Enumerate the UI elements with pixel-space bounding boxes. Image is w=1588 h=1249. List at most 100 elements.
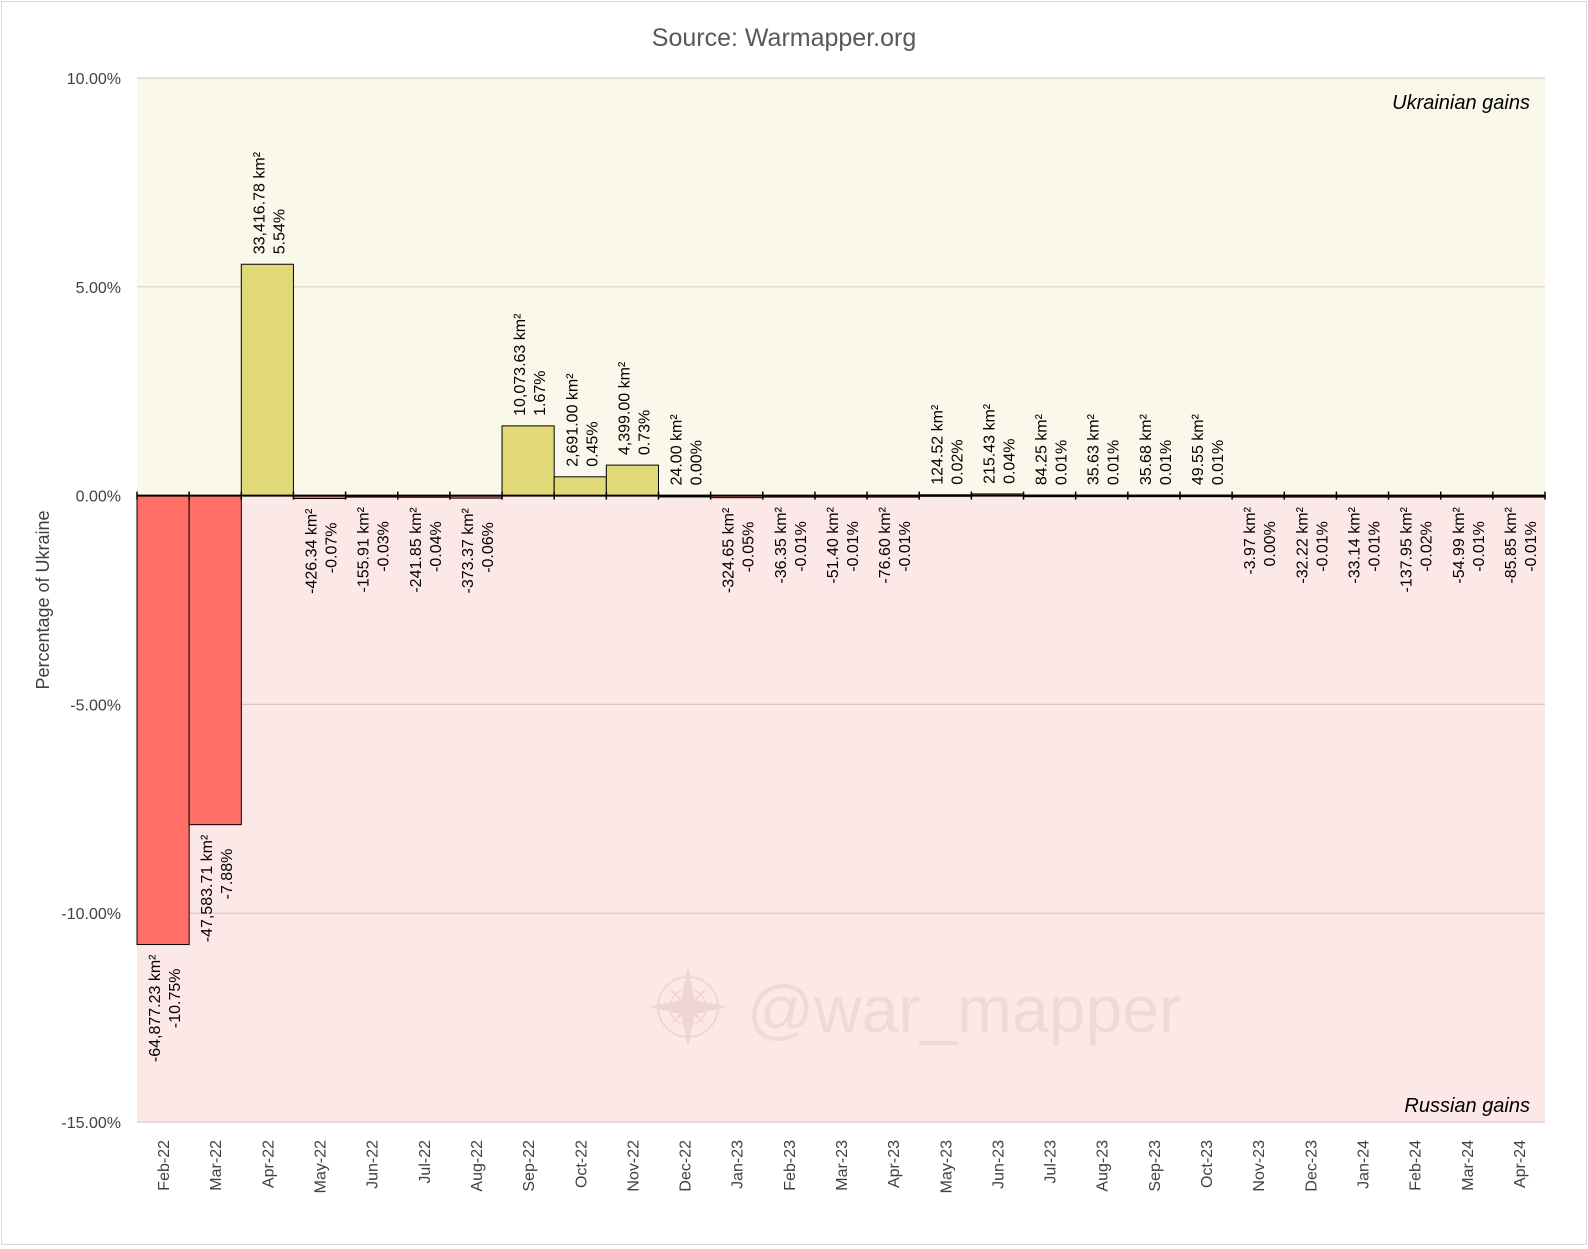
- data-label-group: -36.35 km² -0.01%: [773, 506, 810, 583]
- data-label-group: -155.91 km² -0.03%: [356, 506, 393, 592]
- data-label-group: -32.22 km² -0.01%: [1294, 506, 1331, 583]
- gridlines: [137, 77, 1545, 1123]
- x-tick-label: Jul-23: [1043, 1140, 1060, 1184]
- percent-label: -0.04%: [428, 521, 445, 572]
- y-tick-label: -5.00%: [70, 697, 121, 714]
- area-label: -54.99 km²: [1451, 506, 1468, 583]
- x-tick-label: Nov-22: [625, 1140, 642, 1192]
- area-label: 10,073.63 km²: [512, 313, 529, 416]
- watermark: @war_mapper: [648, 967, 1181, 1047]
- x-tick-label: Aug-22: [469, 1140, 486, 1192]
- area-label: -76.60 km²: [877, 506, 894, 583]
- area-label: -324.65 km²: [721, 507, 738, 593]
- area-label: -64,877.23 km²: [147, 954, 164, 1062]
- area-label: 84.25 km²: [1034, 413, 1051, 485]
- russian-gains-label: Russian gains: [1404, 1095, 1530, 1117]
- data-label-group: -51.40 km² -0.01%: [825, 506, 862, 583]
- area-label: 2,691.00 km²: [564, 373, 581, 467]
- y-tick-label: 10.00%: [67, 71, 121, 88]
- bar-mar-22: [188, 495, 242, 826]
- percent-label: -0.01%: [793, 521, 810, 572]
- percent-label: -10.75%: [167, 969, 184, 1029]
- area-label: -51.40 km²: [825, 506, 842, 583]
- data-label-group: 84.25 km² 0.01%: [1034, 413, 1071, 485]
- area-label: 124.52 km²: [929, 404, 946, 485]
- y-tick-label: -10.00%: [61, 906, 121, 923]
- area-label: -426.34 km²: [304, 508, 321, 594]
- data-label-group: 10,073.63 km² 1.67%: [512, 313, 549, 416]
- y-tick-label: -15.00%: [61, 1115, 121, 1132]
- percent-label: 0.73%: [636, 410, 653, 455]
- data-labels: -64,877.23 km² -10.75% -47,583.71 km² -7.88…: [147, 151, 1540, 1062]
- percent-label: -0.02%: [1419, 521, 1436, 572]
- data-label-group: -137.95 km² -0.02%: [1399, 506, 1436, 592]
- percent-label: 0.45%: [584, 421, 601, 466]
- ukrainian-gains-label: Ukrainian gains: [1392, 92, 1530, 114]
- x-tick-label: Jun-23: [990, 1140, 1007, 1189]
- area-label: -36.35 km²: [773, 506, 790, 583]
- data-label-group: -241.85 km² -0.04%: [408, 507, 445, 593]
- area-label: 35.63 km²: [1086, 413, 1103, 485]
- data-label-group: -54.99 km² -0.01%: [1451, 506, 1488, 583]
- area-label: -373.37 km²: [460, 507, 477, 593]
- percent-label: -0.05%: [741, 522, 758, 573]
- area-label: -241.85 km²: [408, 507, 425, 593]
- percent-label: 5.54%: [271, 209, 288, 254]
- x-tick-label: Jul-22: [417, 1140, 434, 1184]
- x-tick-label: Oct-22: [573, 1140, 590, 1188]
- data-label-group: 33,416.78 km² 5.54%: [251, 151, 288, 254]
- y-tick-label: 0.00%: [76, 489, 121, 506]
- percent-label: -0.01%: [1471, 521, 1488, 572]
- x-tick-label: Mar-24: [1460, 1140, 1477, 1191]
- bar-oct-22: [553, 476, 607, 497]
- x-tick-label: Mar-22: [208, 1140, 225, 1191]
- y-axis-label: Percentage of Ukraine: [33, 510, 53, 689]
- area-label: -155.91 km²: [356, 506, 373, 592]
- y-tick-label: 5.00%: [76, 280, 121, 297]
- percent-label: 0.00%: [689, 440, 706, 485]
- background-regions: [137, 78, 1545, 1123]
- data-label-group: -64,877.23 km² -10.75%: [147, 954, 184, 1062]
- percent-label: 0.01%: [1158, 440, 1175, 485]
- data-label-group: -426.34 km² -0.07%: [304, 508, 341, 594]
- percent-label: -0.01%: [897, 521, 914, 572]
- x-tick-label: Jan-23: [730, 1140, 747, 1189]
- data-label-group: 24.00 km² 0.00%: [669, 414, 706, 486]
- area-label: 49.55 km²: [1190, 413, 1207, 485]
- data-label-group: -85.85 km² -0.01%: [1503, 506, 1540, 583]
- area-label: 33,416.78 km²: [251, 151, 268, 254]
- watermark-text: @war_mapper: [747, 972, 1181, 1046]
- percent-label: 0.01%: [1210, 440, 1227, 485]
- x-tick-label: Dec-23: [1303, 1140, 1320, 1192]
- x-tick-label: Apr-22: [260, 1140, 277, 1188]
- area-label: 4,399.00 km²: [616, 361, 633, 455]
- x-tick-label: Mar-23: [834, 1140, 851, 1191]
- x-tick-label: Aug-23: [1095, 1140, 1112, 1192]
- axes: 10.00% 5.00% 0.00% -5.00% -10.00% -15.00% Feb-…: [61, 71, 1546, 1193]
- percent-label: 0.01%: [1054, 440, 1071, 485]
- area-label: -137.95 km²: [1399, 506, 1416, 592]
- bar-nov-22: [605, 464, 659, 497]
- x-tick-label: May-22: [313, 1140, 330, 1193]
- data-label-group: -33.14 km² -0.01%: [1346, 506, 1383, 583]
- x-tick-label: Jan-24: [1355, 1140, 1372, 1189]
- bar-sep-22: [501, 425, 555, 497]
- percent-label: -0.01%: [845, 521, 862, 572]
- russian-gains-region: [137, 495, 1545, 1123]
- data-label-group: 215.43 km² 0.04%: [981, 403, 1018, 484]
- percent-label: 0.01%: [1106, 440, 1123, 485]
- percent-label: -0.03%: [376, 521, 393, 572]
- percent-label: -0.01%: [1523, 521, 1540, 572]
- area-label: -3.97 km²: [1242, 506, 1259, 574]
- percent-label: -0.01%: [1314, 521, 1331, 572]
- percent-label: -7.88%: [219, 849, 236, 900]
- data-label-group: 49.55 km² 0.01%: [1190, 413, 1227, 485]
- area-label: 215.43 km²: [981, 403, 998, 484]
- area-label: -32.22 km²: [1294, 506, 1311, 583]
- percent-label: 0.00%: [1262, 521, 1279, 566]
- area-label: 35.68 km²: [1138, 413, 1155, 485]
- area-label: 24.00 km²: [669, 414, 686, 486]
- x-tick-label: Dec-22: [678, 1140, 695, 1192]
